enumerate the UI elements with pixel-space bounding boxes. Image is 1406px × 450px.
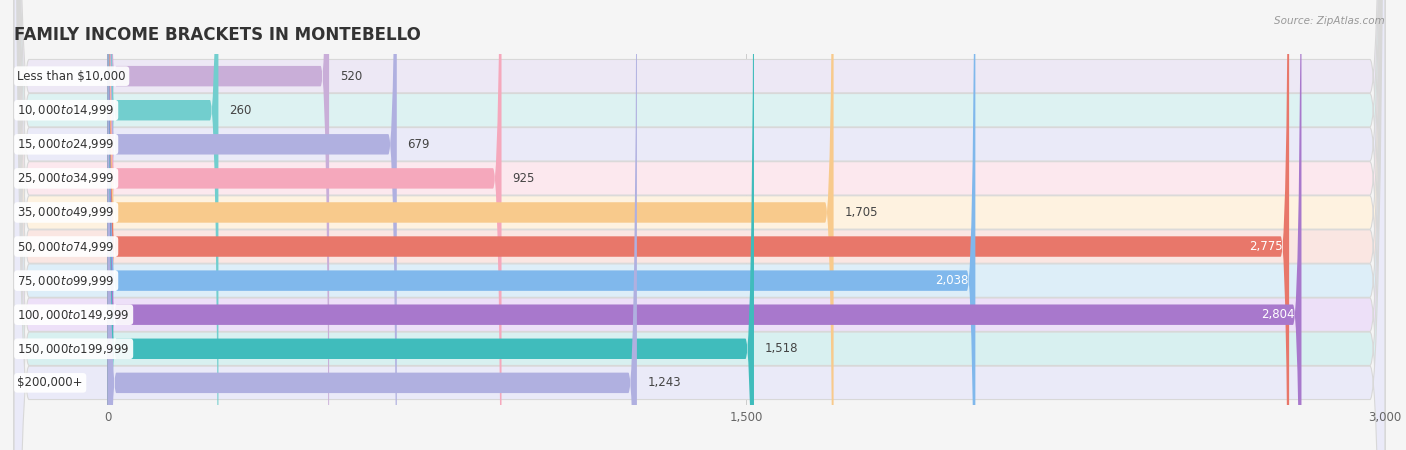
FancyBboxPatch shape <box>14 0 1385 450</box>
Text: 2,038: 2,038 <box>935 274 969 287</box>
Text: Source: ZipAtlas.com: Source: ZipAtlas.com <box>1274 16 1385 26</box>
Text: 1,243: 1,243 <box>648 376 681 389</box>
Text: 1,705: 1,705 <box>844 206 877 219</box>
FancyBboxPatch shape <box>108 0 1289 450</box>
FancyBboxPatch shape <box>108 0 834 450</box>
Text: $75,000 to $99,999: $75,000 to $99,999 <box>17 274 115 288</box>
Text: FAMILY INCOME BRACKETS IN MONTEBELLO: FAMILY INCOME BRACKETS IN MONTEBELLO <box>14 26 420 44</box>
FancyBboxPatch shape <box>108 0 754 450</box>
Text: $15,000 to $24,999: $15,000 to $24,999 <box>17 137 115 151</box>
Text: $10,000 to $14,999: $10,000 to $14,999 <box>17 103 115 117</box>
FancyBboxPatch shape <box>14 0 1385 450</box>
Text: $35,000 to $49,999: $35,000 to $49,999 <box>17 206 115 220</box>
FancyBboxPatch shape <box>108 0 329 450</box>
Text: $150,000 to $199,999: $150,000 to $199,999 <box>17 342 129 356</box>
Text: 260: 260 <box>229 104 252 117</box>
FancyBboxPatch shape <box>14 0 1385 450</box>
FancyBboxPatch shape <box>14 0 1385 450</box>
FancyBboxPatch shape <box>14 0 1385 450</box>
FancyBboxPatch shape <box>108 0 637 450</box>
FancyBboxPatch shape <box>108 0 218 450</box>
Text: Less than $10,000: Less than $10,000 <box>17 70 127 83</box>
FancyBboxPatch shape <box>14 0 1385 450</box>
Text: 679: 679 <box>408 138 430 151</box>
FancyBboxPatch shape <box>108 0 502 450</box>
FancyBboxPatch shape <box>14 0 1385 450</box>
Text: 2,804: 2,804 <box>1261 308 1295 321</box>
FancyBboxPatch shape <box>108 0 1302 450</box>
FancyBboxPatch shape <box>14 0 1385 450</box>
Text: $50,000 to $74,999: $50,000 to $74,999 <box>17 239 115 253</box>
Text: 520: 520 <box>340 70 361 83</box>
Text: 2,775: 2,775 <box>1249 240 1282 253</box>
Text: $25,000 to $34,999: $25,000 to $34,999 <box>17 171 115 185</box>
Text: 1,518: 1,518 <box>765 342 799 355</box>
FancyBboxPatch shape <box>108 0 396 450</box>
FancyBboxPatch shape <box>14 0 1385 450</box>
FancyBboxPatch shape <box>108 0 976 450</box>
Text: $200,000+: $200,000+ <box>17 376 83 389</box>
Text: 925: 925 <box>512 172 534 185</box>
FancyBboxPatch shape <box>14 0 1385 450</box>
Text: $100,000 to $149,999: $100,000 to $149,999 <box>17 308 129 322</box>
